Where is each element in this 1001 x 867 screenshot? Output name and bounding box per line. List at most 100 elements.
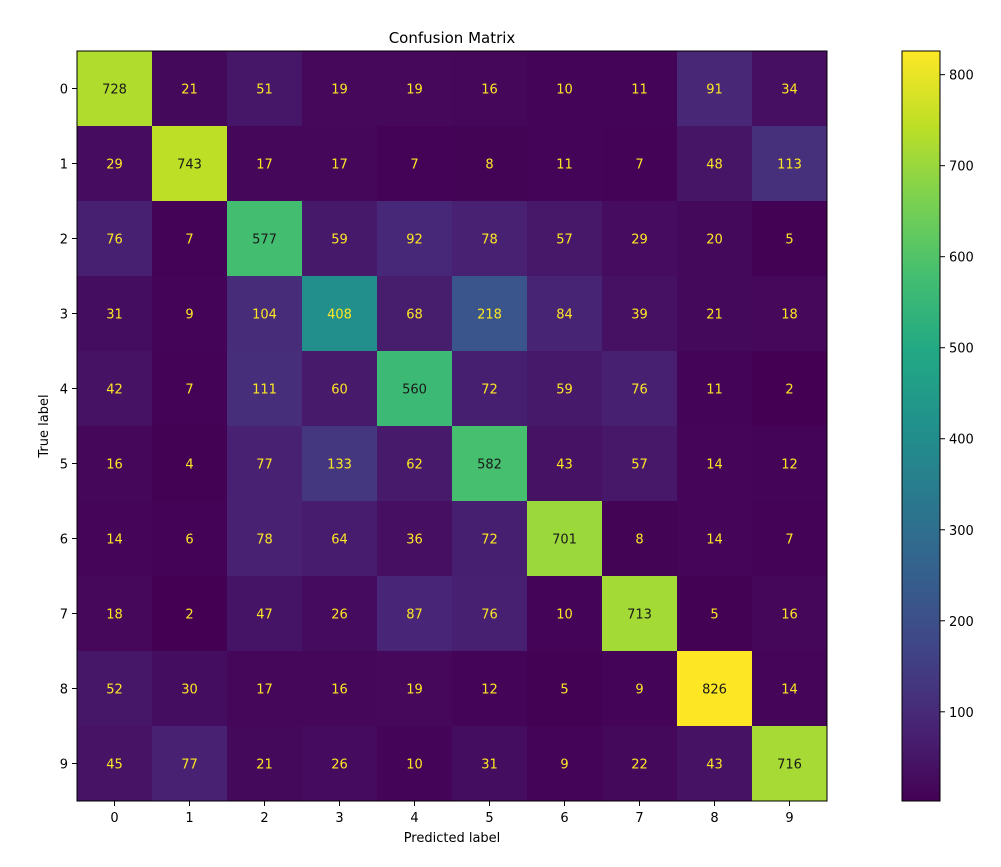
- cell-value-label: 17: [256, 683, 273, 698]
- x-tick-label: 3: [335, 811, 343, 826]
- y-tick-label: 8: [60, 683, 68, 698]
- heatmap-cell: [602, 501, 678, 577]
- heatmap-cell: [677, 351, 753, 427]
- x-tick-label: 9: [785, 811, 793, 826]
- cell-value-label: 29: [106, 158, 123, 173]
- cell-value-label: 7: [410, 158, 418, 173]
- cell-value-label: 76: [106, 233, 123, 248]
- cell-value-label: 14: [706, 533, 723, 548]
- cell-value-label: 11: [631, 83, 648, 98]
- heatmap-cell: [302, 576, 378, 652]
- heatmap-cell: [227, 726, 303, 802]
- cell-value-label: 92: [406, 233, 423, 248]
- x-tick-label: 1: [185, 811, 193, 826]
- heatmap-cell: [602, 126, 678, 202]
- cell-value-label: 72: [481, 383, 498, 398]
- heatmap-cell: [752, 201, 828, 277]
- heatmap-cell: [152, 651, 228, 727]
- heatmap-cell: [302, 51, 378, 127]
- x-tick-label: 0: [110, 811, 118, 826]
- cell-value-label: 2: [185, 608, 193, 623]
- heatmap-cell: [527, 426, 603, 502]
- heatmap-cell: [377, 726, 453, 802]
- cell-value-label: 10: [556, 608, 573, 623]
- cell-value-label: 76: [631, 383, 648, 398]
- heatmap-cell: [377, 351, 453, 427]
- heatmap-cell: [302, 201, 378, 277]
- cell-value-label: 11: [556, 158, 573, 173]
- heatmap-cell: [377, 576, 453, 652]
- heatmap-cell: [527, 201, 603, 277]
- heatmap-cell: [227, 126, 303, 202]
- cell-value-label: 47: [256, 608, 273, 623]
- heatmap-cell: [452, 426, 528, 502]
- cell-value-label: 577: [252, 233, 277, 248]
- cell-value-label: 104: [252, 308, 277, 323]
- heatmap-cell: [452, 126, 528, 202]
- cell-value-label: 826: [702, 683, 727, 698]
- heatmap-cell: [602, 576, 678, 652]
- x-tick-label: 2: [260, 811, 268, 826]
- cell-value-label: 17: [256, 158, 273, 173]
- cell-value-label: 21: [706, 308, 723, 323]
- heatmap-cell: [302, 351, 378, 427]
- x-tick-label: 6: [560, 811, 568, 826]
- cell-value-label: 12: [781, 458, 798, 473]
- y-tick-label: 7: [60, 608, 68, 623]
- y-tick-label: 0: [60, 83, 68, 98]
- heatmap-cell: [452, 51, 528, 127]
- heatmap-cell: [752, 501, 828, 577]
- cell-value-label: 20: [706, 233, 723, 248]
- heatmap-cell: [527, 651, 603, 727]
- cell-value-label: 582: [477, 458, 502, 473]
- x-axis-label: Predicted label: [404, 831, 501, 846]
- cell-value-label: 728: [102, 83, 127, 98]
- cell-value-label: 713: [627, 608, 652, 623]
- heatmap-cell: [227, 351, 303, 427]
- cell-value-label: 77: [256, 458, 273, 473]
- cell-value-label: 7: [185, 383, 193, 398]
- heatmap-cell: [227, 576, 303, 652]
- cell-value-label: 6: [185, 533, 193, 548]
- heatmap-cell: [752, 51, 828, 127]
- heatmap-cells: [77, 51, 828, 802]
- y-tick-label: 6: [60, 533, 68, 548]
- cell-value-label: 57: [556, 233, 573, 248]
- heatmap-cell: [677, 576, 753, 652]
- cell-value-label: 5: [560, 683, 568, 698]
- cell-value-label: 31: [481, 758, 498, 773]
- cell-value-label: 21: [181, 83, 198, 98]
- heatmap-cell: [452, 351, 528, 427]
- heatmap-cell: [377, 201, 453, 277]
- colorbar: [901, 50, 941, 802]
- heatmap-cell: [602, 351, 678, 427]
- heatmap-cell: [77, 651, 153, 727]
- cell-value-label: 111: [252, 383, 277, 398]
- x-tick-label: 7: [635, 811, 643, 826]
- cell-value-label: 2: [785, 383, 793, 398]
- heatmap-cell: [602, 51, 678, 127]
- heatmap-cell: [377, 276, 453, 352]
- chart-title: Confusion Matrix: [389, 29, 516, 47]
- cell-value-label: 701: [552, 533, 577, 548]
- cell-value-label: 10: [556, 83, 573, 98]
- heatmap-cell: [527, 351, 603, 427]
- cell-value-label: 64: [331, 533, 348, 548]
- cell-value-label: 14: [706, 458, 723, 473]
- heatmap-cell: [452, 651, 528, 727]
- cell-value-label: 78: [256, 533, 273, 548]
- heatmap-cell: [677, 126, 753, 202]
- colorbar-tick-label: 700: [949, 160, 974, 175]
- y-tick-label: 5: [60, 458, 68, 473]
- heatmap-cell: [77, 276, 153, 352]
- heatmap-cell: [527, 726, 603, 802]
- y-axis-ticks: 0 1 2 3 4 5 6 7 8 9: [60, 83, 77, 773]
- cell-value-label: 52: [106, 683, 123, 698]
- heatmap-cell: [77, 201, 153, 277]
- heatmap-cell: [527, 126, 603, 202]
- cell-value-label: 59: [556, 383, 573, 398]
- heatmap-cell: [152, 51, 228, 127]
- y-tick-label: 2: [60, 233, 68, 248]
- cell-value-label: 21: [256, 758, 273, 773]
- cell-value-label: 4: [185, 458, 193, 473]
